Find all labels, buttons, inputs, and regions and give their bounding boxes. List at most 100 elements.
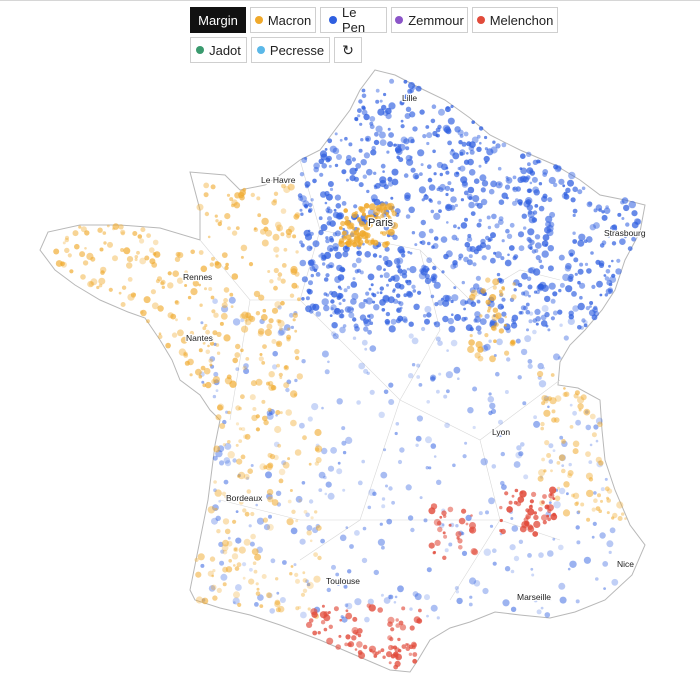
macron-commune-dot [577,403,584,410]
macron-commune-dot [267,407,272,412]
lepen-commune-dot [572,231,576,235]
zemmour-button[interactable]: Zemmour [391,7,468,33]
lepen-button[interactable]: Le Pen [320,5,387,35]
macron-commune-dot [356,227,360,231]
lepen-commune-dot [552,310,558,316]
margin-button[interactable]: Margin [190,7,246,33]
macron-commune-dot [214,489,222,497]
macron-commune-dot [232,357,238,364]
macron-commune-dot [616,501,624,509]
lepen-commune-dot [604,276,610,281]
pecresse-button[interactable]: Pecresse [251,37,330,63]
macron-commune-dot [187,316,191,321]
lepen-commune-dot [336,154,342,160]
lepen-commune-dot [441,163,448,171]
lepen-commune-dot [342,227,346,231]
lepen-commune-dot [549,211,556,218]
lepen-commune-dot [330,447,337,454]
macron-commune-dot [209,363,213,367]
melenchon-commune-dot [338,634,342,638]
lepen-commune-dot [467,233,472,238]
lepen-commune-dot [509,297,515,302]
melenchon-button[interactable]: Melenchon [472,7,558,33]
lepen-commune-dot [544,311,550,318]
lepen-commune-dot [382,255,389,262]
macron-commune-dot [207,570,214,577]
macron-commune-dot [269,453,276,460]
macron-commune-dot [564,391,570,397]
lepen-commune-dot [593,305,598,311]
lepen-commune-dot [518,539,524,544]
lepen-commune-dot [369,116,376,122]
lepen-commune-dot [511,525,519,532]
macron-commune-dot [467,345,475,353]
macron-commune-dot [209,556,216,562]
macron-commune-dot [572,448,579,455]
lepen-commune-dot [329,220,336,227]
macron-commune-dot [211,379,217,385]
lepen-commune-dot [391,178,399,186]
macron-commune-dot [597,421,603,428]
lepen-commune-dot [401,269,408,275]
lepen-commune-dot [322,262,326,266]
lepen-commune-dot [330,307,334,311]
lepen-commune-dot [345,526,349,529]
macron-commune-dot [586,517,591,522]
lepen-commune-dot [593,222,600,229]
lepen-commune-dot [418,383,423,387]
lepen-commune-dot [325,236,329,240]
lepen-commune-dot [353,204,358,209]
macron-commune-dot [273,454,279,461]
lepen-commune-dot [356,400,361,405]
melenchon-commune-dot [390,654,395,659]
lepen-commune-dot [453,366,461,374]
macron-commune-dot [313,552,318,557]
macron-commune-dot [550,373,555,377]
lepen-commune-dot [326,587,331,593]
lepen-commune-dot [412,97,418,102]
lepen-commune-dot [468,602,473,607]
macron-commune-dot [120,229,126,235]
lepen-commune-dot [496,272,501,277]
lepen-commune-dot [490,257,496,264]
lepen-commune-dot [478,218,482,223]
lepen-commune-dot [378,255,382,258]
lepen-commune-dot [425,125,430,129]
melenchon-commune-dot [362,644,368,650]
france-results-map[interactable]: Lille Le Havre Paris Strasbourg Rennes N… [0,62,700,700]
lepen-commune-dot [399,248,405,255]
lepen-commune-dot [333,246,339,252]
lepen-commune-dot [386,283,389,287]
lepen-commune-dot [452,463,456,468]
lepen-commune-dot [327,138,333,144]
macron-commune-dot [240,394,245,400]
lepen-commune-dot [542,172,548,178]
reset-button[interactable]: ↻ [334,37,362,63]
lepen-commune-dot [428,198,432,202]
macron-commune-dot [303,510,308,514]
lepen-commune-dot [505,177,513,184]
melenchon-commune-dot [351,635,357,641]
lepen-commune-dot [432,243,439,249]
lepen-commune-dot [209,356,216,362]
lepen-commune-dot [446,221,449,224]
lepen-commune-dot [358,148,363,153]
macron-button[interactable]: Macron [250,7,316,33]
lepen-commune-dot [368,287,372,291]
lepen-commune-dot [461,280,465,285]
lepen-commune-dot [333,208,337,212]
jadot-button[interactable]: Jadot [190,37,247,63]
lepen-commune-dot [282,560,287,565]
lepen-commune-dot [470,301,477,308]
lepen-commune-dot [325,238,330,244]
lepen-commune-dot [583,556,592,564]
lepen-commune-dot [595,577,599,581]
macron-commune-dot [278,372,283,377]
macron-commune-dot [606,498,611,503]
macron-commune-dot [271,200,277,206]
macron-commune-dot [190,249,195,255]
macron-commune-dot [120,231,125,236]
macron-commune-dot [157,334,163,340]
lepen-commune-dot [451,148,454,152]
macron-commune-dot [487,309,491,313]
